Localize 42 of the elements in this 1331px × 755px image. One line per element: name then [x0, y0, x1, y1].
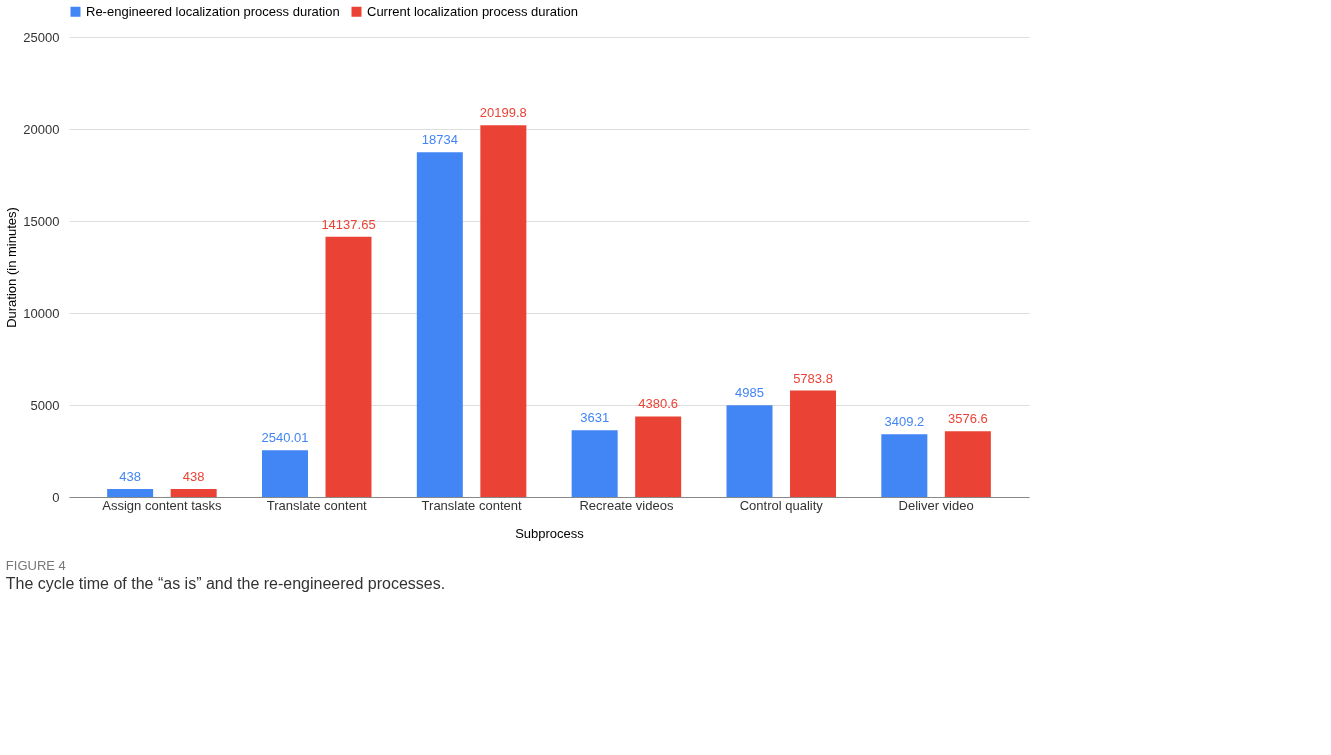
data-label: 438	[182, 468, 205, 484]
x-tick-label: Recreate videos	[579, 497, 674, 513]
bar	[325, 236, 372, 497]
data-label: 3409.2	[884, 414, 925, 430]
y-tick-label: 20000	[23, 121, 60, 137]
x-tick-label: Translate content	[421, 497, 522, 513]
data-label: 20199.8	[479, 105, 527, 121]
bar	[790, 390, 837, 497]
legend-label: Current localization process duration	[367, 3, 578, 19]
x-tick-label: Deliver video	[898, 497, 974, 513]
bar	[881, 434, 928, 497]
data-label: 4380.6	[638, 396, 679, 412]
bar	[107, 488, 154, 497]
y-tick-label: 25000	[23, 29, 60, 45]
bar	[571, 430, 618, 497]
bar	[170, 488, 217, 497]
bar	[416, 152, 463, 497]
bar	[480, 125, 527, 497]
data-label: 18734	[421, 132, 458, 148]
x-axis-title: Subprocess	[515, 525, 585, 541]
bar	[261, 450, 308, 497]
bar	[726, 405, 773, 497]
data-label: 3631	[580, 410, 610, 426]
data-label: 3576.6	[947, 411, 988, 427]
y-tick-label: 5000	[30, 397, 60, 413]
text: The cycle time of the “as is” and the re-engineered processes.	[5, 575, 446, 592]
data-label: 4985	[735, 385, 764, 401]
bar	[944, 431, 991, 497]
data-label: 438	[119, 468, 141, 484]
x-tick-label: Assign content tasks	[102, 497, 223, 513]
caption: FIGURE 4	[5, 558, 66, 573]
data-label: 5783.8	[793, 370, 833, 386]
data-label: 2540.01	[261, 430, 309, 446]
bar	[635, 416, 682, 497]
data-label: 14137.65	[321, 216, 376, 232]
y-axis-title: Duration (in minutes)	[4, 207, 20, 328]
y-tick-label: 15000	[23, 213, 60, 229]
legend-label: Re-engineered localization process duration	[86, 3, 340, 19]
x-tick-label: Control quality	[739, 497, 824, 513]
y-tick-label: 0	[52, 489, 60, 505]
y-tick-label: 10000	[23, 305, 60, 321]
x-tick-label: Translate content	[266, 497, 368, 513]
